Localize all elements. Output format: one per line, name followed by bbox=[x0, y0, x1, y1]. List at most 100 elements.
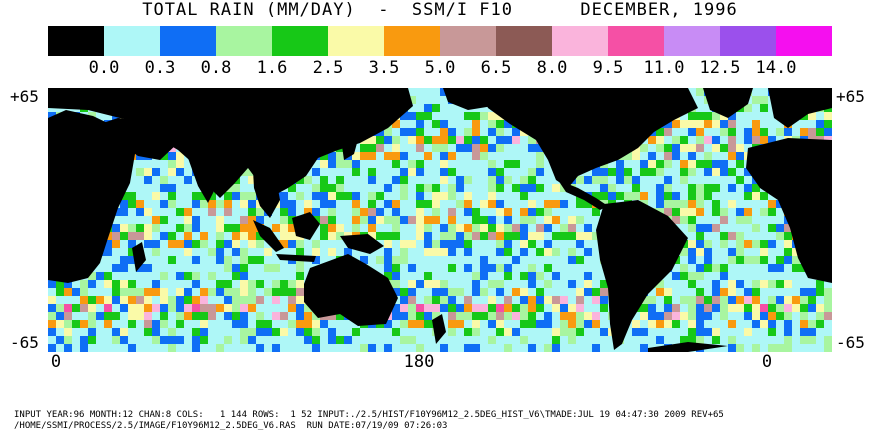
rain-cell bbox=[256, 328, 264, 336]
rain-cell bbox=[688, 272, 696, 280]
rain-cell bbox=[104, 312, 112, 320]
rain-cell bbox=[216, 344, 224, 352]
rain-cell bbox=[696, 248, 704, 256]
rain-cell bbox=[688, 128, 696, 136]
rain-cell bbox=[504, 208, 512, 216]
rain-cell bbox=[824, 288, 832, 296]
rain-cell bbox=[240, 216, 248, 224]
rain-cell bbox=[656, 160, 664, 168]
rain-cell bbox=[232, 240, 240, 248]
rain-cell bbox=[432, 248, 440, 256]
rain-cell bbox=[296, 272, 304, 280]
rain-cell bbox=[232, 312, 240, 320]
rain-cell bbox=[320, 192, 328, 200]
rain-cell bbox=[248, 304, 256, 312]
rain-cell bbox=[416, 120, 424, 128]
rain-cell bbox=[544, 264, 552, 272]
land-sumatra bbox=[253, 220, 284, 252]
rain-cell bbox=[296, 264, 304, 272]
rain-cell bbox=[496, 200, 504, 208]
rain-cell bbox=[552, 336, 560, 344]
rain-cell bbox=[416, 216, 424, 224]
rain-cell bbox=[752, 312, 760, 320]
rain-cell bbox=[480, 200, 488, 208]
rain-cell bbox=[160, 312, 168, 320]
rain-cell bbox=[232, 224, 240, 232]
rain-cell bbox=[352, 216, 360, 224]
rain-cell bbox=[792, 248, 800, 256]
rain-cell bbox=[64, 304, 72, 312]
rain-cell bbox=[392, 328, 400, 336]
rain-cell bbox=[368, 176, 376, 184]
rain-cell bbox=[48, 296, 56, 304]
rain-cell bbox=[800, 304, 808, 312]
land-alaska bbox=[443, 88, 493, 110]
legend-swatch bbox=[776, 26, 832, 56]
rain-cell bbox=[720, 216, 728, 224]
land-new-guinea bbox=[340, 234, 384, 254]
rain-cell bbox=[480, 272, 488, 280]
rain-cell bbox=[680, 272, 688, 280]
rain-cell bbox=[424, 200, 432, 208]
rain-cell bbox=[632, 192, 640, 200]
rain-cell bbox=[600, 288, 608, 296]
rain-cell bbox=[296, 248, 304, 256]
rain-cell bbox=[744, 328, 752, 336]
rain-cell bbox=[760, 136, 768, 144]
rain-cell bbox=[464, 240, 472, 248]
rain-cell bbox=[456, 312, 464, 320]
land-africa-west bbox=[746, 138, 832, 283]
rain-cell bbox=[336, 160, 344, 168]
rain-cell bbox=[480, 112, 488, 120]
rain-cell bbox=[280, 240, 288, 248]
rain-cell bbox=[376, 136, 384, 144]
rain-cell bbox=[280, 224, 288, 232]
rain-cell bbox=[712, 208, 720, 216]
rain-cell bbox=[736, 160, 744, 168]
rain-cell bbox=[408, 320, 416, 328]
rain-cell bbox=[656, 312, 664, 320]
rain-cell bbox=[416, 128, 424, 136]
rain-cell bbox=[304, 200, 312, 208]
rain-cell bbox=[680, 336, 688, 344]
legend-swatch bbox=[720, 26, 776, 56]
rain-cell bbox=[528, 176, 536, 184]
rain-cell bbox=[592, 344, 600, 352]
legend-label: 1.6 bbox=[256, 58, 288, 78]
rain-cell bbox=[600, 296, 608, 304]
rain-cell bbox=[656, 200, 664, 208]
rain-cell bbox=[432, 216, 440, 224]
rain-cell bbox=[64, 312, 72, 320]
rain-cell bbox=[352, 152, 360, 160]
rain-cell bbox=[776, 128, 784, 136]
rain-cell bbox=[512, 232, 520, 240]
rain-cell bbox=[304, 336, 312, 344]
rain-cell bbox=[352, 160, 360, 168]
rain-cell bbox=[784, 320, 792, 328]
rain-cell bbox=[56, 312, 64, 320]
rain-cell bbox=[272, 264, 280, 272]
rain-cell bbox=[488, 232, 496, 240]
rain-cell bbox=[408, 136, 416, 144]
lat-label-top-left: +65 bbox=[10, 87, 39, 106]
rain-cell bbox=[576, 200, 584, 208]
rain-cell bbox=[400, 312, 408, 320]
rain-cell bbox=[208, 304, 216, 312]
rain-cell bbox=[696, 208, 704, 216]
rain-cell bbox=[696, 296, 704, 304]
rain-cell bbox=[376, 208, 384, 216]
rain-cell bbox=[224, 336, 232, 344]
rain-cell bbox=[472, 304, 480, 312]
rain-cell bbox=[768, 296, 776, 304]
rain-cell bbox=[472, 144, 480, 152]
rain-cell bbox=[408, 288, 416, 296]
land-north-america bbox=[478, 88, 698, 188]
rain-cell bbox=[760, 104, 768, 112]
land-new-zealand bbox=[432, 314, 446, 344]
rain-cell bbox=[280, 192, 288, 200]
rain-cell bbox=[536, 168, 544, 176]
rain-cell bbox=[440, 136, 448, 144]
rain-cell bbox=[672, 200, 680, 208]
rain-cell bbox=[240, 232, 248, 240]
rain-cell bbox=[800, 336, 808, 344]
